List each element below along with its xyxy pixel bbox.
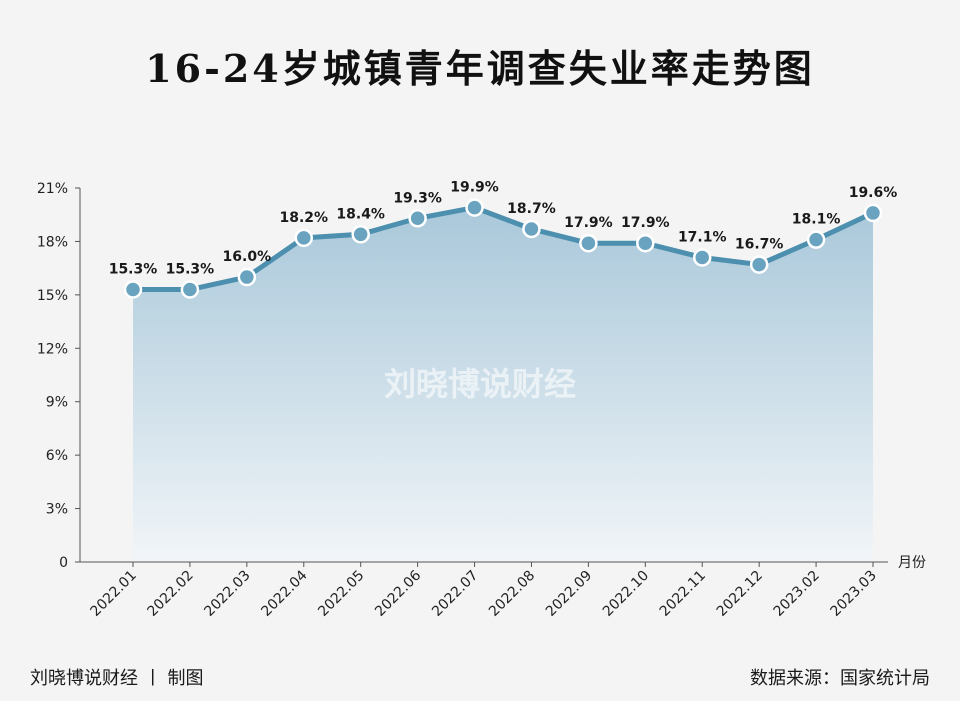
data-label: 19.9% bbox=[450, 180, 499, 196]
series-line bbox=[130, 205, 876, 293]
y-tick-label: 15% bbox=[37, 288, 68, 304]
footer-credit: 刘晓博说财经 丨 制图 bbox=[30, 668, 204, 689]
data-label: 18.2% bbox=[279, 210, 328, 226]
data-point bbox=[123, 280, 143, 299]
x-tick-label: 2023.03 bbox=[828, 568, 880, 620]
data-point bbox=[294, 228, 314, 248]
data-label: 19.6% bbox=[849, 185, 898, 201]
data-point bbox=[692, 248, 712, 267]
data-label: 17.9% bbox=[564, 215, 613, 231]
x-tick-label: 2023.02 bbox=[771, 568, 823, 620]
x-tick-label: 2022.10 bbox=[600, 568, 652, 620]
data-point bbox=[351, 225, 370, 244]
data-label: 16.0% bbox=[223, 249, 272, 265]
x-tick-label: 2022.02 bbox=[144, 568, 196, 620]
data-label: 15.3% bbox=[166, 262, 215, 278]
data-point bbox=[863, 203, 883, 223]
data-point bbox=[636, 233, 655, 253]
data-point bbox=[522, 219, 541, 239]
x-tick-label: 2022.03 bbox=[201, 568, 253, 620]
x-axis-label: 月份 bbox=[898, 555, 926, 571]
x-tick-label: 2022.12 bbox=[714, 568, 766, 620]
footer-source: 数据来源：国家统计局 bbox=[750, 668, 930, 689]
data-point bbox=[237, 267, 257, 287]
y-tick-label: 21% bbox=[37, 181, 68, 197]
data-label: 19.3% bbox=[393, 190, 442, 206]
y-tick-label: 6% bbox=[46, 448, 68, 464]
x-tick-label: 2022.05 bbox=[315, 568, 367, 620]
data-point bbox=[806, 230, 826, 249]
x-tick-label: 2022.08 bbox=[486, 568, 538, 620]
x-tick-label: 2022.09 bbox=[543, 568, 595, 620]
x-tick-label: 2022.11 bbox=[657, 568, 709, 620]
x-tick-label: 2022.06 bbox=[372, 567, 424, 619]
y-tick-label: 12% bbox=[37, 341, 68, 357]
data-label: 17.1% bbox=[678, 229, 727, 245]
x-tick-label: 2022.01 bbox=[88, 568, 140, 620]
data-label: 18.7% bbox=[507, 201, 556, 217]
data-point bbox=[579, 233, 598, 253]
area-fill bbox=[133, 207, 873, 563]
y-tick-label: 3% bbox=[46, 502, 68, 518]
data-point bbox=[749, 255, 769, 274]
x-tick-label: 2022.04 bbox=[258, 567, 310, 619]
data-point bbox=[408, 209, 427, 228]
data-label: 18.4% bbox=[336, 206, 385, 222]
chart-title: 16-24岁城镇青年调查失业率走势图 bbox=[145, 46, 815, 91]
y-tick-label: 0 bbox=[59, 555, 68, 571]
y-tick-label: 9% bbox=[46, 395, 68, 411]
y-tick-label: 18% bbox=[37, 234, 68, 250]
data-label: 17.9% bbox=[621, 215, 670, 231]
data-point bbox=[180, 280, 200, 299]
data-label: 16.7% bbox=[735, 237, 784, 253]
data-label: 15.3% bbox=[109, 262, 158, 278]
data-point bbox=[465, 198, 484, 217]
x-tick-label: 2022.07 bbox=[429, 568, 481, 620]
watermark-text: 刘晓博说财经 bbox=[384, 365, 576, 403]
data-label: 18.1% bbox=[792, 212, 841, 228]
